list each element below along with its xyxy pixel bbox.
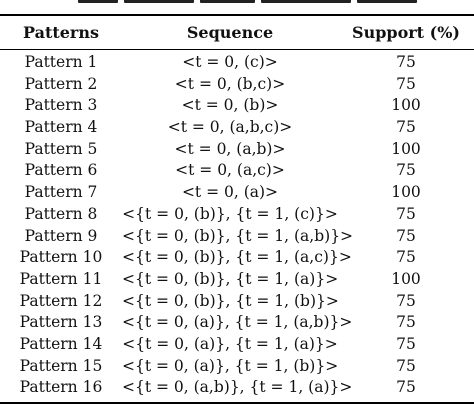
support-cell: 75 bbox=[396, 161, 416, 180]
sequence-cell: <t = 0, (b)> bbox=[181, 96, 279, 115]
support-cell: 75 bbox=[396, 378, 416, 397]
pattern-cell: Pattern 9 bbox=[24, 226, 98, 245]
table-row: Pattern 2 <t = 0, (b,c)> 75 bbox=[0, 74, 474, 96]
table-row: Pattern 7 <t = 0, (a)> 100 bbox=[0, 182, 474, 204]
support-cell: 75 bbox=[396, 356, 416, 375]
table-row: Pattern 12 <{t = 0, (b)}, {t = 1, (b)}> … bbox=[0, 291, 474, 313]
table-row: Pattern 14 <{t = 0, (a)}, {t = 1, (a)}> … bbox=[0, 334, 474, 356]
table-row: Pattern 10 <{t = 0, (b)}, {t = 1, (a,c)}… bbox=[0, 247, 474, 269]
sequence-cell: <t = 0, (c)> bbox=[182, 53, 278, 71]
support-cell: 100 bbox=[391, 96, 421, 115]
sequence-cell: <t = 0, (a,c)> bbox=[175, 161, 285, 180]
support-cell: 75 bbox=[396, 226, 416, 245]
sequence-cell: <{t = 0, (a,b)}, {t = 1, (a)}> bbox=[122, 378, 353, 397]
header-sequence: Sequence bbox=[186, 23, 274, 42]
table-row: Pattern 9 <{t = 0, (b)}, {t = 1, (a,b)}>… bbox=[0, 226, 474, 248]
pattern-cell: Pattern 2 bbox=[24, 74, 98, 93]
sequence-cell: <{t = 0, (b)}, {t = 1, (a)}> bbox=[122, 269, 339, 288]
table-row: Pattern 13 <{t = 0, (a)}, {t = 1, (a,b)}… bbox=[0, 312, 474, 334]
support-cell: 100 bbox=[391, 183, 421, 202]
pattern-cell: Pattern 3 bbox=[24, 96, 98, 115]
table-row: Pattern 6 <t = 0, (a,c)> 75 bbox=[0, 160, 474, 182]
support-cell: 75 bbox=[396, 334, 416, 353]
support-cell: 100 bbox=[391, 269, 421, 288]
sequence-cell: <{t = 0, (a)}, {t = 1, (b)}> bbox=[122, 356, 339, 375]
pattern-cell: Pattern 5 bbox=[24, 139, 98, 158]
support-cell: 75 bbox=[396, 53, 416, 71]
pattern-cell: Pattern 6 bbox=[24, 161, 98, 180]
pattern-cell: Pattern 7 bbox=[24, 183, 98, 202]
support-cell: 75 bbox=[396, 204, 416, 223]
header-support: Support (%) bbox=[352, 23, 460, 42]
pattern-cell: Pattern 1 bbox=[24, 53, 98, 71]
sequence-cell: <{t = 0, (a)}, {t = 1, (a)}> bbox=[122, 334, 338, 353]
pattern-cell: Pattern 15 bbox=[19, 356, 103, 375]
table-row: Pattern 16 <{t = 0, (a,b)}, {t = 1, (a)}… bbox=[0, 377, 474, 399]
table-row: Pattern 1 <t = 0, (c)> 75 bbox=[0, 52, 474, 74]
sequence-cell: <t = 0, (a,b)> bbox=[174, 139, 286, 158]
pattern-cell: Pattern 11 bbox=[19, 269, 103, 288]
pattern-cell: Pattern 4 bbox=[24, 118, 98, 137]
support-cell: 75 bbox=[396, 291, 416, 310]
sequence-cell: <{t = 0, (a)}, {t = 1, (a,b)}> bbox=[122, 313, 353, 332]
support-cell: 75 bbox=[396, 248, 416, 267]
table-body: Pattern 1 <t = 0, (c)> 75 Pattern 2 <t =… bbox=[0, 52, 474, 399]
sequence-cell: <{t = 0, (b)}, {t = 1, (a,c)}> bbox=[122, 248, 352, 267]
pattern-cell: Pattern 8 bbox=[24, 204, 98, 223]
cropped-caption-fragment bbox=[0, 0, 474, 10]
sequence-cell: <{t = 0, (b)}, {t = 1, (a,b)}> bbox=[122, 226, 354, 245]
sequence-cell: <t = 0, (b,c)> bbox=[174, 74, 286, 93]
sequence-cell: <{t = 0, (b)}, {t = 1, (b)}> bbox=[122, 291, 339, 310]
table-top-rule bbox=[0, 14, 474, 16]
table-row: Pattern 15 <{t = 0, (a)}, {t = 1, (b)}> … bbox=[0, 356, 474, 378]
pattern-cell: Pattern 10 bbox=[19, 248, 103, 267]
table-row: Pattern 8 <{t = 0, (b)}, {t = 1, (c)}> 7… bbox=[0, 204, 474, 226]
sequence-cell: <t = 0, (a,b,c)> bbox=[167, 118, 293, 137]
table-header-rule bbox=[0, 49, 474, 50]
support-cell: 100 bbox=[391, 139, 421, 158]
support-cell: 75 bbox=[396, 118, 416, 137]
header-patterns: Patterns bbox=[23, 23, 99, 42]
table-bottom-rule bbox=[0, 402, 474, 404]
sequence-cell: <t = 0, (a)> bbox=[181, 183, 279, 202]
table-row: Pattern 4 <t = 0, (a,b,c)> 75 bbox=[0, 117, 474, 139]
pattern-cell: Pattern 13 bbox=[19, 313, 103, 332]
pattern-cell: Pattern 12 bbox=[19, 291, 103, 310]
pattern-cell: Pattern 14 bbox=[19, 334, 103, 353]
table-row: Pattern 11 <{t = 0, (b)}, {t = 1, (a)}> … bbox=[0, 269, 474, 291]
support-cell: 75 bbox=[396, 74, 416, 93]
table-row: Pattern 3 <t = 0, (b)> 100 bbox=[0, 95, 474, 117]
sequence-cell: <{t = 0, (b)}, {t = 1, (c)}> bbox=[122, 204, 338, 223]
pattern-cell: Pattern 16 bbox=[19, 378, 103, 397]
support-cell: 75 bbox=[396, 313, 416, 332]
table-row: Pattern 5 <t = 0, (a,b)> 100 bbox=[0, 139, 474, 161]
